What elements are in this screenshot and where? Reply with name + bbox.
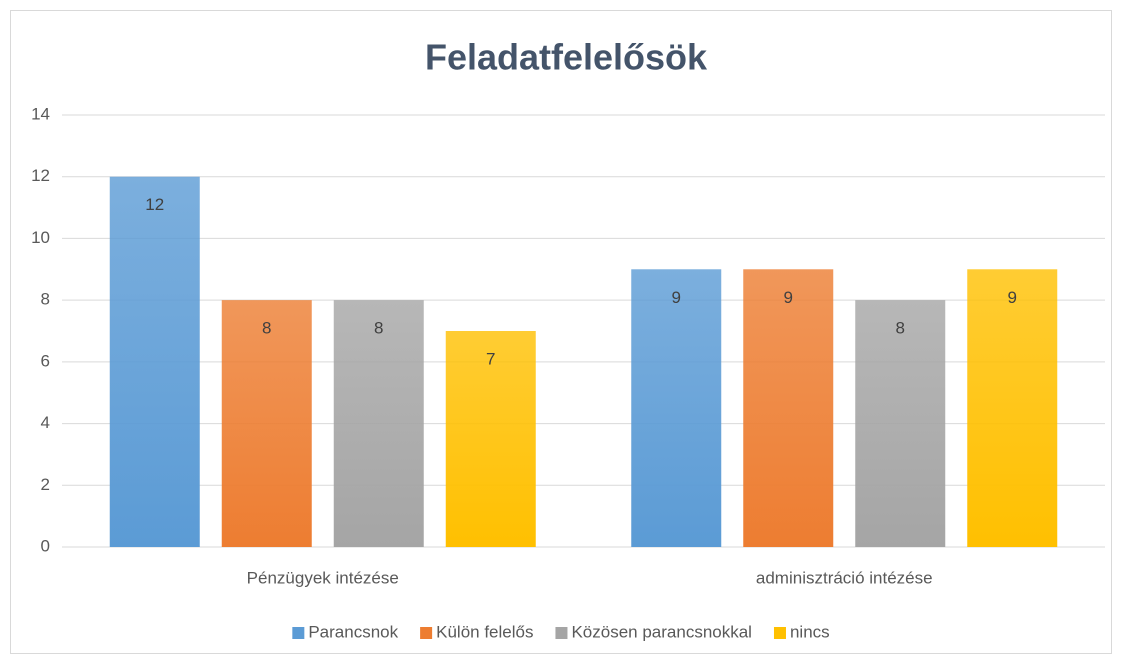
bar [855,300,946,547]
x-tick-label: Pénzügyek intézése [247,568,399,587]
y-tick-label: 8 [41,290,50,309]
legend-swatch [420,627,433,639]
y-tick-label: 4 [41,413,50,432]
legend-swatch [292,627,305,639]
data-label: 8 [262,319,271,338]
y-tick-label: 2 [41,475,50,494]
bar [967,269,1058,547]
data-label: 8 [896,319,905,338]
legend: Parancsnok Külön felelős Közösen parancsno… [292,622,830,641]
legend-label: Közösen parancsnokkal [571,622,752,641]
y-tick-label: 0 [41,536,50,555]
bar [333,300,424,547]
y-tick-label: 14 [31,104,50,123]
y-tick-label: 6 [41,351,50,370]
chart-title: Feladatfelelősök [425,37,708,78]
data-label: 9 [672,288,681,307]
y-tick-label: 10 [31,228,50,247]
x-tick-label: adminisztráció intézése [756,568,933,587]
bar [743,269,834,547]
legend-swatch [773,627,786,639]
legend-label: nincs [790,622,830,641]
bar [109,176,200,547]
data-label: 7 [486,349,495,368]
y-tick-label: 12 [31,166,50,185]
bar [445,331,536,547]
legend-label: Külön felelős [436,622,533,641]
data-label: 9 [1008,288,1017,307]
data-label: 9 [784,288,793,307]
legend-swatch [555,627,568,639]
legend-label: Parancsnok [308,622,398,641]
data-label: 12 [145,195,164,214]
data-label: 8 [374,319,383,338]
bar [221,300,312,547]
bar [631,269,722,547]
